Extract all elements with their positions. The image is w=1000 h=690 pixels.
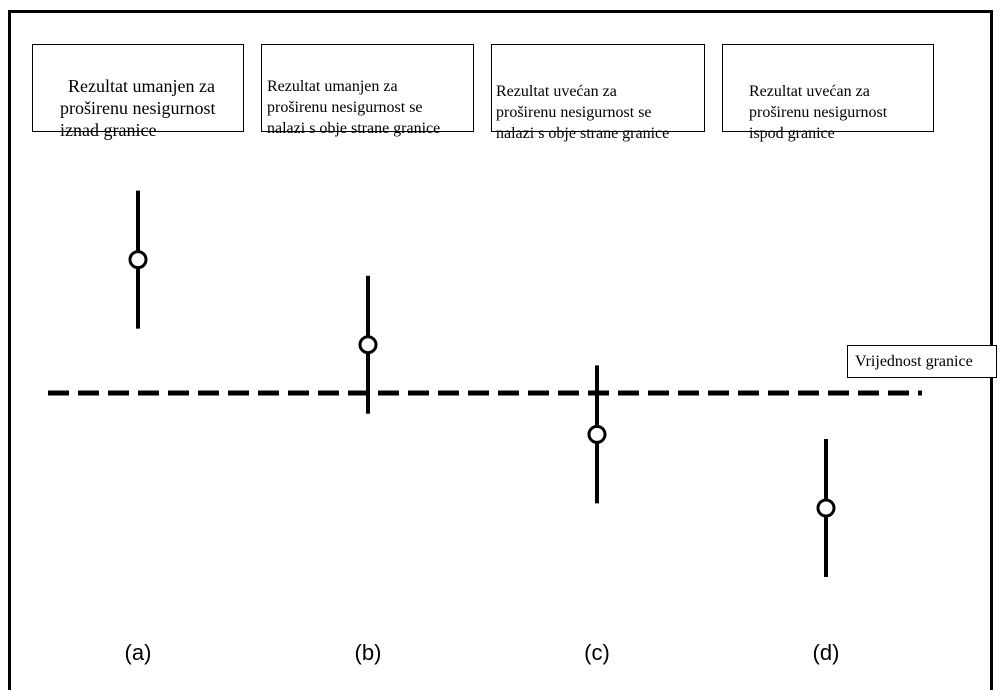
case-a-result-marker: [128, 250, 148, 270]
limit-label-box: Vrijednost granice: [847, 345, 997, 378]
case-c-description: Rezultat uvećan za proširenu nesigurnost…: [496, 83, 670, 142]
case-d-description-box: Rezultat uvećan za proširenu nesigurnost…: [722, 44, 934, 142]
case-b-description-box: Rezultat umanjen za proširenu nesigurnos…: [261, 44, 474, 137]
case-c-result-marker: [587, 424, 607, 444]
case-d-result-marker: [816, 498, 836, 518]
case-b-result-marker: [358, 335, 378, 355]
case-a-description: Rezultat umanjen za proširenu nesigurnos…: [60, 76, 216, 140]
case-d-label: (d): [812, 640, 840, 665]
case-c-label: (c): [584, 640, 610, 665]
case-d-description: Rezultat uvećan za proširenu nesigurnost…: [749, 83, 888, 142]
case-c-description-box: Rezultat uvećan za proširenu nesigurnost…: [491, 44, 705, 142]
case-b-description: Rezultat umanjen za proširenu nesigurnos…: [267, 78, 441, 137]
limit-label: Vrijednost granice: [855, 353, 973, 370]
case-a-label: (a): [124, 640, 152, 665]
case-b-label: (b): [354, 640, 382, 665]
case-a-description-box: Rezultat umanjen za proširenu nesigurnos…: [32, 44, 244, 140]
